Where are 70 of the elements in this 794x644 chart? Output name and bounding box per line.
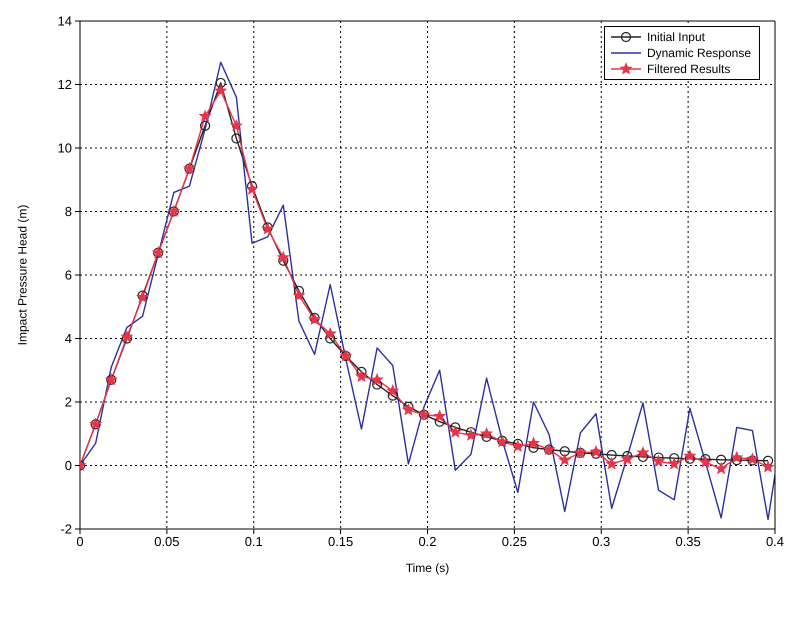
point [480, 428, 492, 439]
point [372, 379, 382, 390]
point [216, 78, 226, 88]
point [606, 458, 618, 469]
point [684, 450, 696, 461]
point [215, 84, 226, 96]
y-tick-label: 14 [58, 14, 72, 29]
point [230, 120, 242, 131]
x-tick-label: 0.1 [244, 534, 263, 550]
legend-label: Dynamic Response [646, 46, 751, 60]
point [402, 404, 414, 415]
point [716, 454, 726, 465]
point [388, 390, 398, 401]
point [637, 446, 649, 458]
y-tick-label: 2 [64, 394, 72, 410]
x-tick-label: 0.05 [154, 534, 180, 550]
point [528, 442, 539, 453]
point [278, 252, 290, 262]
x-tick-label: 0.25 [502, 534, 528, 550]
point [732, 455, 742, 466]
point [293, 290, 305, 301]
point [199, 110, 211, 122]
x-axis-title: Time (s) [406, 561, 450, 575]
y-axis-title: Impact Pressure Head (m) [15, 204, 30, 346]
point [700, 456, 712, 468]
point [669, 453, 680, 464]
point [434, 416, 445, 427]
y-tick-label: 12 [58, 77, 72, 92]
point [560, 446, 570, 456]
y-tick-label: 8 [64, 204, 72, 220]
point [590, 448, 602, 459]
point [403, 402, 414, 412]
point [606, 450, 617, 460]
x-tick-label: 0.35 [675, 534, 701, 550]
point [622, 453, 634, 464]
point [731, 452, 743, 463]
x-tick-label: 0.3 [592, 534, 610, 550]
x-tick-label: 0.4 [766, 534, 784, 550]
point [668, 458, 680, 469]
x-tick-label: 0.2 [418, 534, 437, 550]
point [200, 120, 210, 131]
legend-label: Filtered Results [646, 62, 730, 76]
y-tick-label: 4 [64, 331, 72, 346]
y-tick-label: 10 [58, 140, 72, 156]
point [324, 328, 336, 339]
x-tick-label: 0 [76, 534, 84, 550]
point [762, 456, 774, 466]
point [559, 454, 570, 466]
point [434, 410, 446, 422]
point [246, 183, 258, 194]
point [762, 461, 774, 472]
point [465, 429, 477, 440]
x-tick-label: 0.15 [328, 534, 354, 550]
point [122, 333, 132, 344]
point [638, 452, 648, 462]
point [356, 370, 368, 382]
legend-label: Initial Input [646, 30, 705, 44]
point [590, 446, 602, 457]
point [652, 455, 664, 466]
point [450, 426, 462, 438]
y-tick-label: 0 [64, 458, 72, 474]
point [528, 437, 540, 448]
point [121, 330, 133, 342]
point [715, 462, 727, 474]
y-tick-label: -2 [60, 522, 72, 537]
point [325, 333, 336, 344]
point [371, 374, 383, 385]
point [231, 133, 242, 144]
y-tick-label: 6 [64, 268, 72, 283]
point [387, 384, 398, 396]
